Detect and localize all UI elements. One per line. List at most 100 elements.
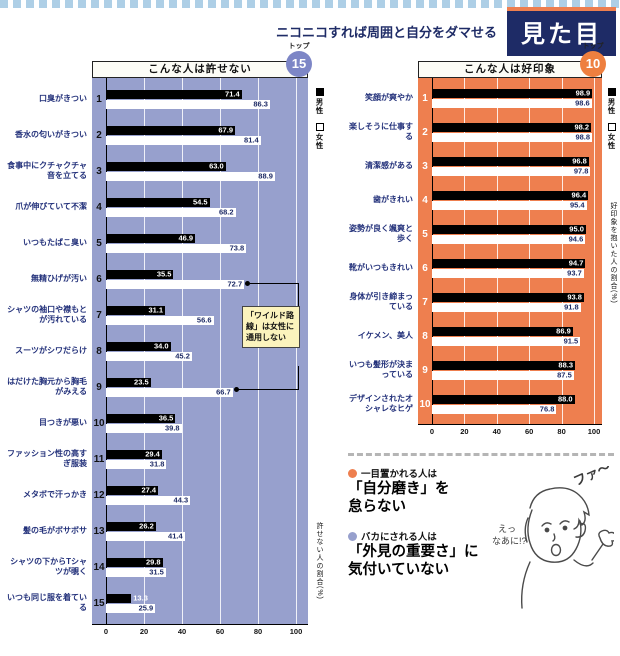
bottom-notes: 一目置かれる人は 「自分磨き」を 怠らない バカにされる人は 「外見の重要さ」に… bbox=[348, 453, 618, 631]
note-emphasis: 「外見の重要さ」に bbox=[348, 544, 479, 561]
male-bar: 88.0 bbox=[432, 394, 575, 404]
category-label: デザインされたオシャレなヒゲ bbox=[349, 394, 413, 413]
cartoon-man-sketch: ファ〜 えっ なあに!? bbox=[492, 459, 618, 609]
category-label: スーツがシワだらけ bbox=[15, 346, 87, 355]
female-bar: 88.9 bbox=[106, 171, 275, 181]
female-bar: 91.5 bbox=[432, 336, 581, 346]
male-value-label: 98.9 bbox=[575, 88, 591, 98]
female-bar: 86.3 bbox=[106, 99, 270, 109]
decorative-top-stripe bbox=[0, 0, 620, 8]
rank-number: 1 bbox=[96, 93, 102, 105]
x-tick-label: 20 bbox=[139, 627, 149, 636]
bar-row: 12 27.4 44.3 bbox=[92, 477, 308, 513]
gridline bbox=[182, 78, 183, 624]
x-axis: 0 20 40 60 80 100 bbox=[418, 425, 602, 439]
rank-number: 9 bbox=[96, 381, 102, 393]
top-badge-label: トップ bbox=[582, 43, 604, 50]
speech-left-1: えっ bbox=[498, 524, 516, 534]
category-label: 爪が伸びていて不潔 bbox=[15, 202, 87, 211]
x-axis: 0 20 40 60 80 100 bbox=[92, 625, 308, 639]
male-bar: 95.0 bbox=[432, 224, 586, 234]
bar-row: 2 67.9 81.4 bbox=[92, 117, 308, 153]
top-badge-number: 10 bbox=[580, 51, 606, 77]
female-value-label: 98.8 bbox=[575, 132, 591, 142]
male-value-label: 31.1 bbox=[148, 305, 164, 315]
rank-number: 5 bbox=[96, 237, 102, 249]
category-label: 髪の毛がボサボサ bbox=[23, 526, 87, 535]
female-bar: 56.6 bbox=[106, 315, 214, 325]
male-value-label: 26.2 bbox=[139, 521, 154, 531]
chart-title: こんな人は好印象 bbox=[418, 61, 602, 78]
x-tick-label: 60 bbox=[525, 427, 534, 436]
male-value-label: 63.0 bbox=[209, 161, 224, 171]
plot-panel: 1 98.9 98.6 2 98.2 98.8 3 96.8 97.8 4 96.4 95.4 5 95.… bbox=[418, 78, 602, 425]
chart-header: こんな人は許せない トップ 15 bbox=[92, 43, 312, 78]
bar-row: 6 94.7 93.7 bbox=[418, 251, 602, 285]
male-value-label: 88.0 bbox=[557, 394, 573, 404]
rank-number: 7 bbox=[96, 309, 102, 321]
male-bar: 26.2 bbox=[106, 521, 156, 531]
rank-number: 10 bbox=[93, 417, 105, 429]
rank-number: 2 bbox=[422, 126, 428, 138]
male-bar: 29.8 bbox=[106, 557, 163, 567]
top-badge: トップ 10 bbox=[578, 41, 608, 77]
blue-bullet-icon bbox=[348, 531, 357, 541]
x-tick-label: 80 bbox=[253, 627, 263, 636]
bar-row: 7 31.1 56.6 bbox=[92, 297, 308, 333]
top-badge: トップ 15 bbox=[284, 41, 314, 77]
rank-number: 11 bbox=[93, 453, 105, 465]
male-bar: 27.4 bbox=[106, 485, 159, 495]
female-value-label: 41.4 bbox=[168, 531, 183, 541]
male-value-label: 27.4 bbox=[141, 485, 157, 495]
female-value-label: 45.2 bbox=[175, 351, 190, 361]
female-bar: 31.8 bbox=[106, 459, 167, 469]
female-value-label: 76.8 bbox=[539, 404, 555, 414]
rank-number: 12 bbox=[93, 489, 105, 501]
male-value-label: 67.9 bbox=[218, 125, 233, 135]
speech-left-2: なあに!? bbox=[492, 536, 527, 546]
chart-title: こんな人は許せない bbox=[92, 61, 308, 78]
gridline bbox=[296, 78, 297, 624]
gridline bbox=[594, 78, 595, 424]
bar-row: 10 88.0 76.8 bbox=[418, 387, 602, 421]
female-bar: 95.4 bbox=[432, 200, 587, 210]
male-bar: 35.5 bbox=[106, 269, 174, 279]
female-value-label: 72.7 bbox=[227, 279, 243, 289]
legend-female: 女性 bbox=[314, 123, 325, 150]
category-label: 清潔感がある bbox=[365, 161, 413, 170]
bar-row: 14 29.8 31.5 bbox=[92, 549, 308, 585]
right-column: こんな人は好印象 トップ 10 笑顔が爽やか 楽しそうに仕事する 清潔感がある 歯がき… bbox=[348, 43, 618, 639]
category-label: ファッション性の高すぎ服装 bbox=[7, 449, 87, 468]
female-bar: 93.7 bbox=[432, 268, 584, 278]
female-value-label: 56.6 bbox=[196, 315, 212, 325]
category-label: 目つきが悪い bbox=[39, 418, 87, 427]
male-value-label: 94.7 bbox=[568, 258, 584, 268]
chart-unforgivable: こんな人は許せない トップ 15 口臭がきつい 香水の匂いがきつい 食事中にクチャク… bbox=[6, 43, 348, 639]
bar-row: 9 88.3 87.5 bbox=[418, 353, 602, 387]
female-value-label: 44.3 bbox=[173, 495, 189, 505]
axis-title: 許せない人の割合(%) bbox=[316, 522, 323, 600]
male-value-label: 36.5 bbox=[158, 413, 174, 423]
female-value-label: 31.8 bbox=[149, 459, 165, 469]
male-bar: 36.5 bbox=[106, 413, 176, 423]
page-title: 見た目 bbox=[507, 6, 616, 56]
note-line2: 気付いていない bbox=[348, 562, 450, 579]
female-value-label: 31.5 bbox=[149, 567, 164, 577]
male-value-label: 88.3 bbox=[558, 360, 574, 370]
bar-row: 5 46.9 73.8 bbox=[92, 225, 308, 261]
category-label: いつも髪形が決まっている bbox=[349, 360, 413, 379]
male-bar: 98.9 bbox=[432, 88, 593, 98]
note-line1: 一目置かれる人は bbox=[361, 469, 438, 480]
category-label: 食事中にクチャクチャ音を立てる bbox=[7, 161, 87, 180]
category-label: シャツの下からTシャツが覗く bbox=[10, 557, 87, 576]
axis-title: 好印象を抱いた人の割合(%) bbox=[610, 202, 617, 304]
female-bar: 31.5 bbox=[106, 567, 166, 577]
bar-row: 2 98.2 98.8 bbox=[418, 115, 602, 149]
page-header: ニコニコすれば周囲と自分をダマせる 見た目 bbox=[0, 6, 620, 56]
bar-row: 7 93.8 91.8 bbox=[418, 285, 602, 319]
rank-number: 6 bbox=[422, 262, 428, 274]
female-value-label: 87.5 bbox=[557, 370, 572, 380]
male-bar: 31.1 bbox=[106, 305, 166, 315]
bar-row: 15 13.3 25.9 bbox=[92, 585, 308, 621]
chart-body: 口臭がきつい 香水の匂いがきつい 食事中にクチャクチャ音を立てる 爪が伸びていて不潔い… bbox=[6, 78, 348, 625]
